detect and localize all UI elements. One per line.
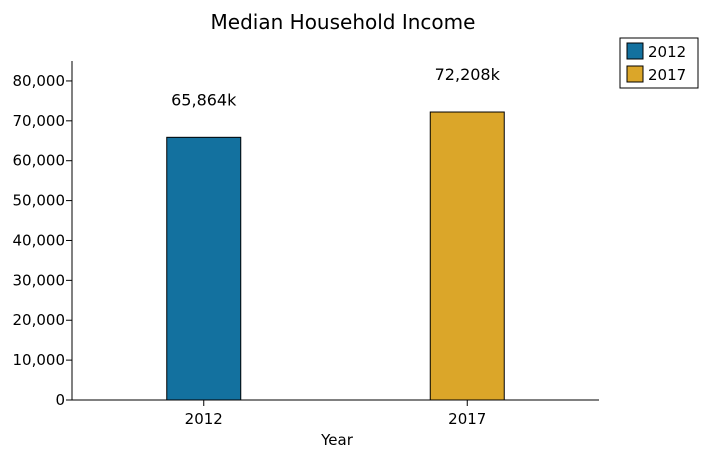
data-labels: 65,864k 72,208k <box>171 65 500 109</box>
data-label-2012: 65,864k <box>171 90 237 109</box>
legend-label-2012: 2012 <box>648 43 686 61</box>
y-tick-label: 30,000 <box>13 271 66 289</box>
legend: 2012 2017 <box>619 37 699 89</box>
data-label-2017: 72,208k <box>435 65 501 84</box>
chart-title: Median Household Income <box>211 10 476 34</box>
y-tick-label: 80,000 <box>13 72 66 90</box>
y-tick-label: 20,000 <box>13 311 66 329</box>
y-tick-label: 0 <box>55 391 65 409</box>
y-tick-label: 60,000 <box>13 152 66 170</box>
legend-label-2017: 2017 <box>648 66 686 84</box>
bar-2017 <box>429 111 505 401</box>
legend-swatch-2012 <box>626 42 644 60</box>
bars <box>166 111 505 401</box>
x-axis-title: Year <box>320 431 354 449</box>
legend-swatch-2017 <box>626 65 644 83</box>
bar-2012 <box>166 136 242 401</box>
x-tick-label: 2017 <box>448 410 486 428</box>
x-tick-label: 2012 <box>185 410 223 428</box>
y-axis: 0 10,000 20,000 30,000 40,000 50,000 60,000 70,… <box>13 61 73 409</box>
y-tick-label: 50,000 <box>13 192 66 210</box>
x-axis: 2012 2017 <box>72 399 599 428</box>
y-tick-label: 40,000 <box>13 231 66 249</box>
y-tick-label: 10,000 <box>13 351 66 369</box>
y-tick-label: 70,000 <box>13 112 66 130</box>
